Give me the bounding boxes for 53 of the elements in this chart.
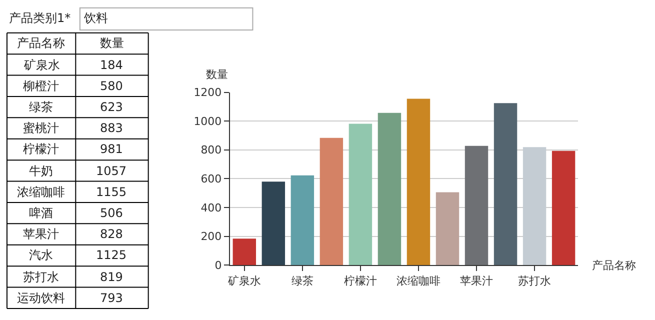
category-label: 蜜桃汁 [23,121,59,135]
y-tick-label: 0 [214,258,222,272]
x-tick-label: 绿茶 [291,274,314,288]
data-label: 819 [100,270,123,284]
x-tick-label: 浓缩咖啡 [396,274,440,288]
x-tick-label: 矿泉水 [226,274,261,288]
category-label: 柳橙汁 [23,79,59,93]
bar [348,124,372,266]
category-label: 绿茶 [29,100,53,114]
data-label: 1125 [96,248,127,262]
bar [406,98,430,266]
data-label: 623 [100,100,123,114]
bar [494,103,518,266]
bar [320,138,344,266]
category-label: 柠檬汁 [23,142,59,156]
bar [232,238,256,266]
bar [464,146,488,266]
y-axis-title: 数量 [206,68,228,81]
bar [436,192,460,266]
data-label: 1057 [96,164,127,178]
category-label: 牛奶 [29,164,53,178]
data-label: 580 [100,79,123,93]
bar [290,175,314,266]
text: 产品类别1* [9,11,71,25]
category-label: 运动饮料 [17,291,65,305]
x-tick-label: 柠檬汁 [344,274,377,288]
x-tick-label: 苏打水 [518,274,552,288]
y-tick-label: 600 [200,172,222,186]
data-label: 883 [100,121,123,135]
text: 产品名称 [17,36,65,50]
category-label: 矿泉水 [23,58,60,72]
category-label: 浓缩咖啡 [17,185,65,199]
y-tick-label: 200 [200,230,222,244]
x-tick-label: 苹果汁 [460,274,494,288]
data-label: 184 [100,58,123,72]
y-tick-label: 800 [200,144,222,157]
category-label: 啤酒 [29,206,53,220]
data-label: 828 [100,227,123,241]
bar [378,112,402,266]
category-label: 苹果汁 [23,227,59,241]
data-label: 1155 [96,185,127,199]
category-label: 汽水 [29,248,53,262]
y-tick-label: 400 [200,201,222,214]
data-label: 981 [100,142,123,156]
bar [552,150,576,266]
y-tick-label: 1200 [194,86,222,100]
data-label: 506 [100,206,123,220]
x-axis-title: 产品名称 [592,259,636,272]
text: 数量 [100,36,124,50]
y-tick-label: 1000 [194,114,222,128]
text: 饮料 [83,11,108,25]
bar [262,182,286,266]
data-label: 793 [100,291,123,305]
